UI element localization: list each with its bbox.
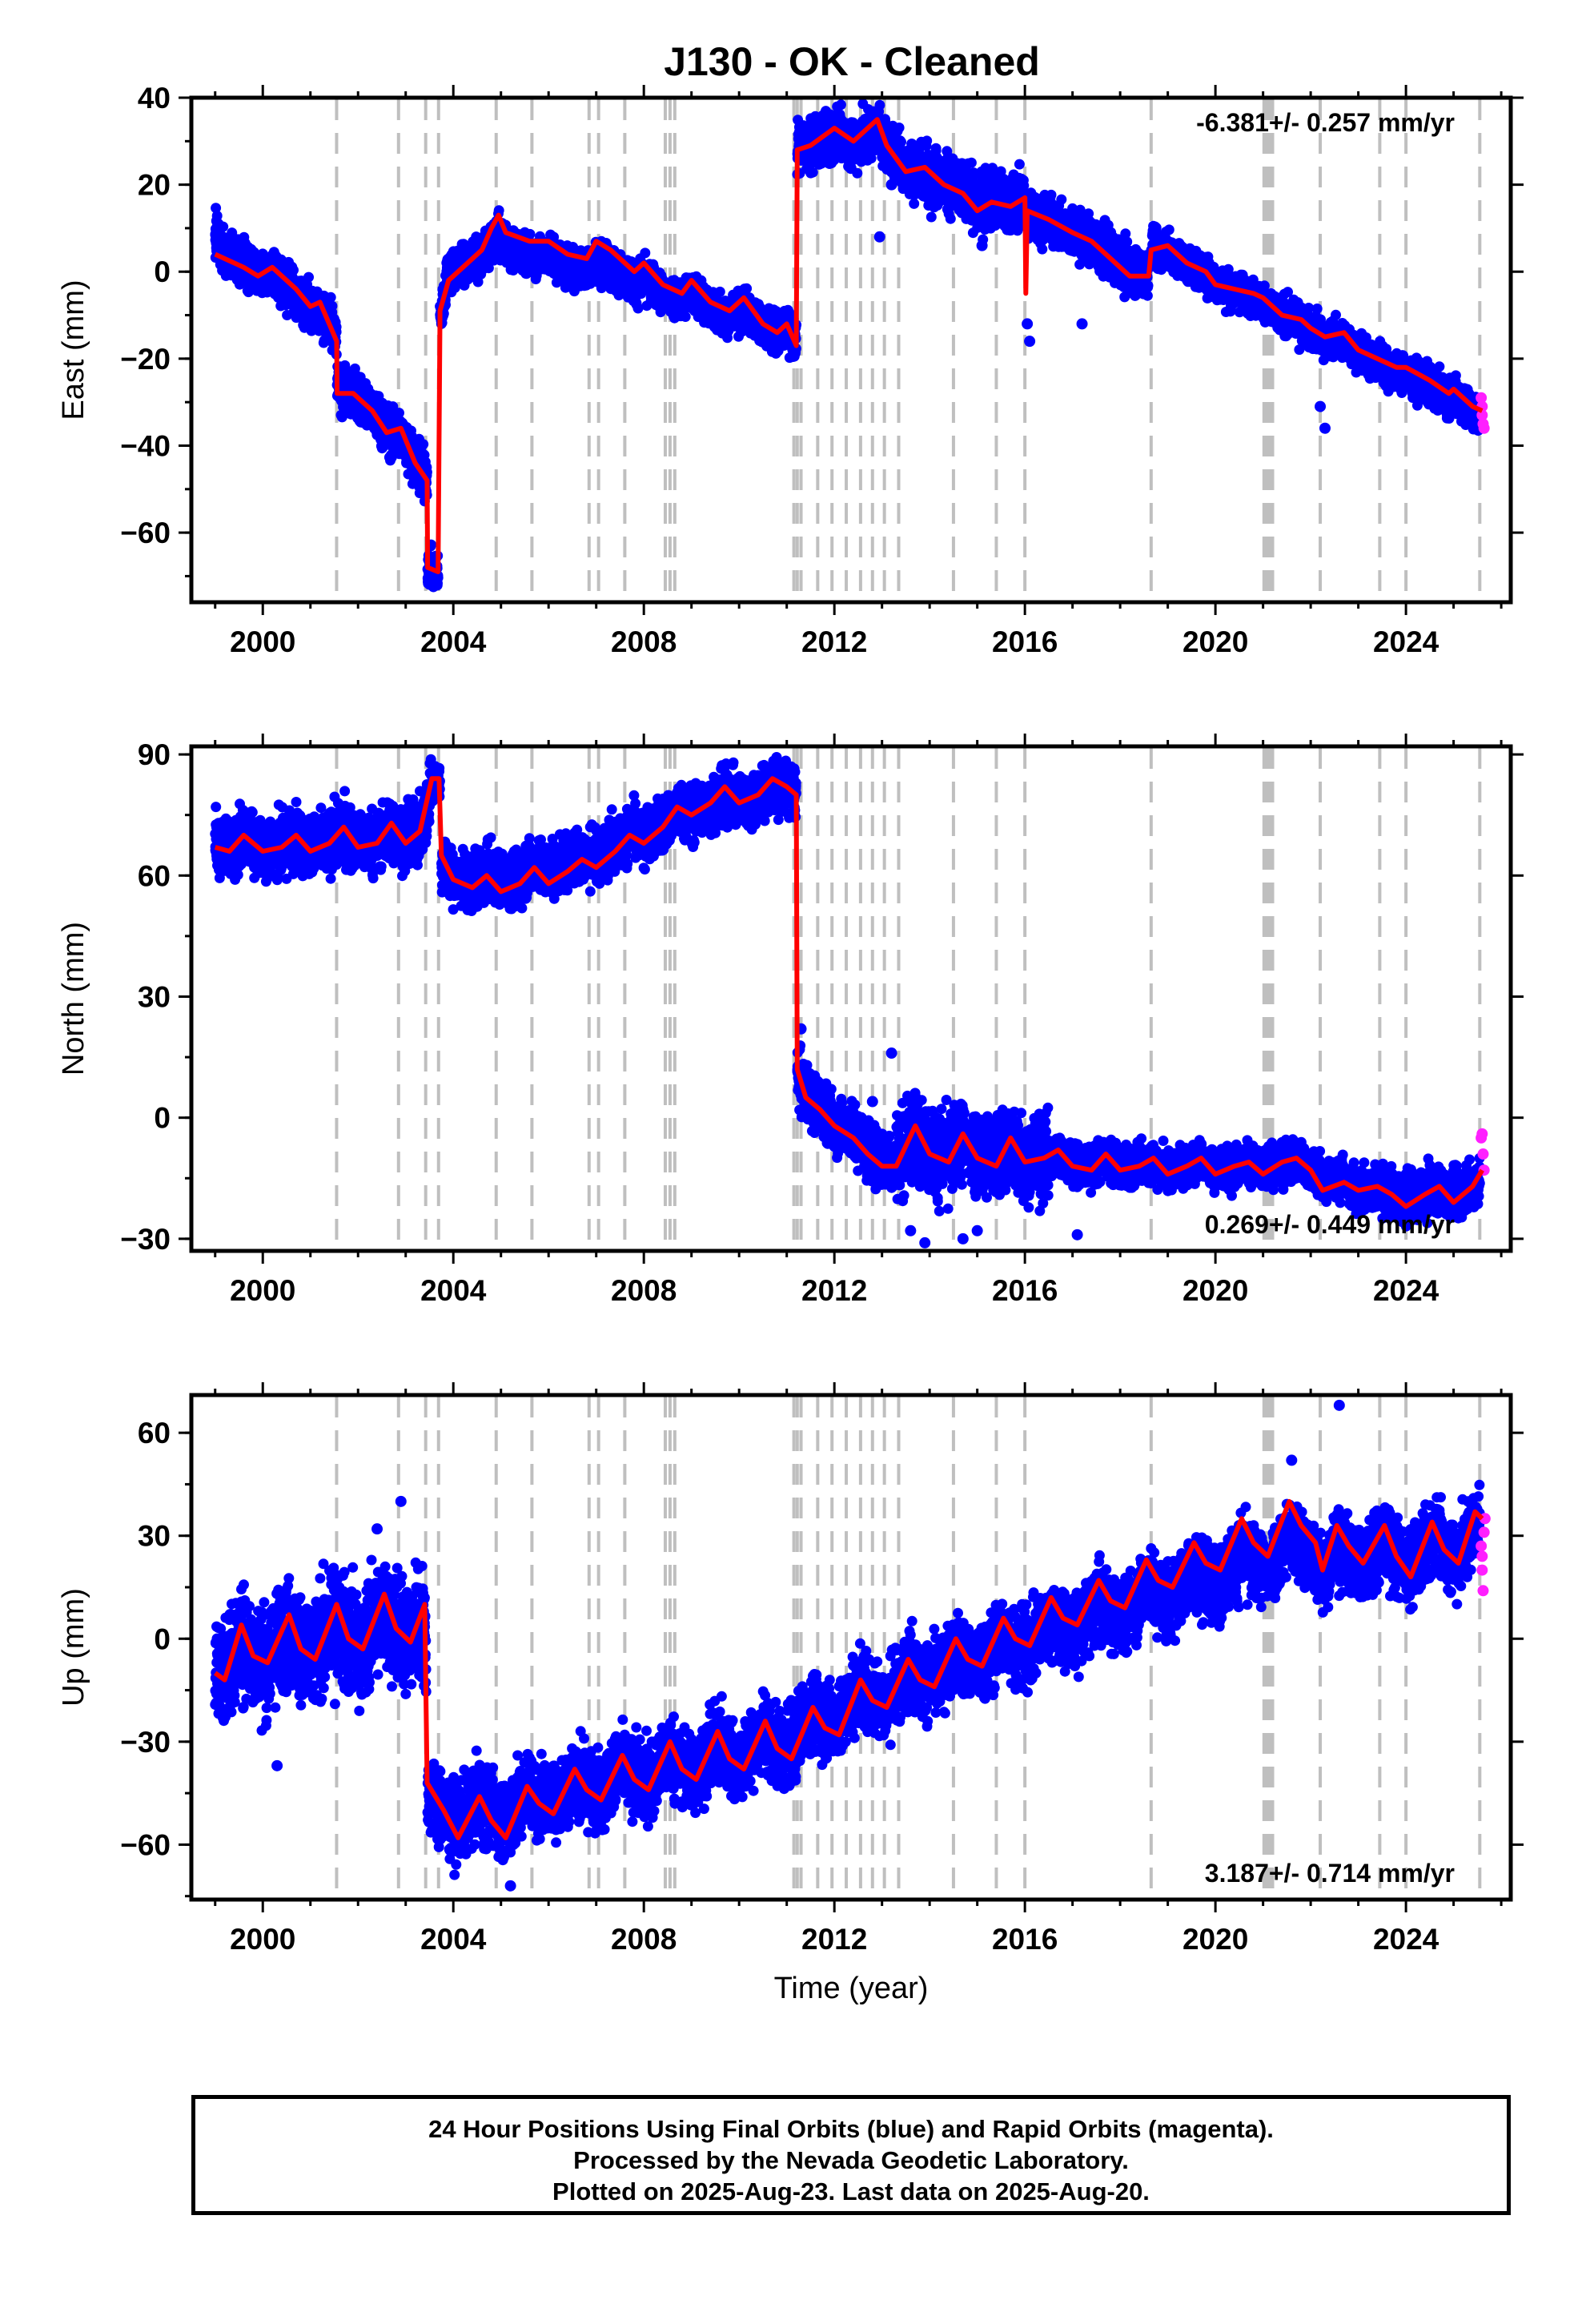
east-final-point	[640, 247, 651, 259]
east-final-point	[893, 123, 905, 133]
east-final-point	[680, 312, 691, 322]
east-final-point	[945, 213, 956, 224]
east-final-point	[741, 283, 753, 294]
east-final-point	[874, 99, 885, 111]
east-final-point	[387, 401, 399, 412]
east-final-point	[394, 408, 404, 419]
east-final-point	[325, 292, 336, 303]
east-final-point	[211, 211, 223, 221]
page-title: J130 - OK - Cleaned	[0, 38, 1582, 85]
east-final-point	[288, 264, 299, 275]
east-final-point	[909, 198, 920, 209]
east-final-point	[211, 203, 222, 214]
east-final-point	[714, 286, 725, 297]
east-final-point	[218, 221, 229, 232]
east-final-point	[852, 167, 863, 179]
east-final-point	[327, 300, 338, 312]
east-final-point	[835, 99, 846, 111]
east-final-point	[926, 211, 937, 223]
east-panel: 2000 2004 2008 2012 2016 2020 2024−60−40−20020…	[57, 82, 1524, 658]
east-final-point	[418, 439, 429, 450]
east-final-point	[921, 135, 933, 147]
east-final-point	[303, 271, 314, 283]
